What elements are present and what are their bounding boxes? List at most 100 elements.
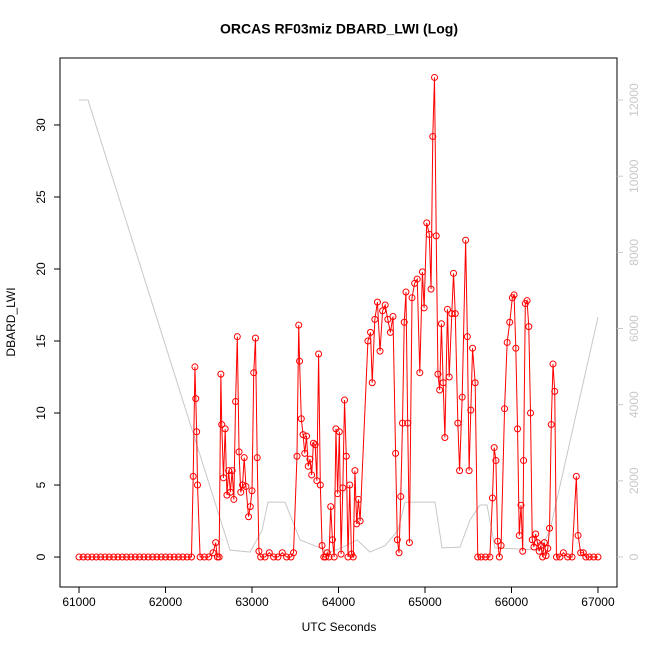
data-point [140,553,148,561]
data-point [97,553,105,561]
data-point [110,553,118,561]
data-point [527,409,535,417]
data-point [423,219,431,227]
data-point [261,553,269,561]
data-point [448,310,456,318]
data-point [392,449,400,457]
data-point [506,318,514,326]
data-point [471,379,479,387]
data-point [439,379,447,387]
data-point [248,487,256,495]
data-point [228,467,236,475]
data-point [170,553,178,561]
data-point [463,333,471,341]
data-point [356,517,364,525]
data-point [590,553,598,561]
data-point [556,553,564,561]
data-point [88,553,96,561]
data-point [301,449,309,457]
data-point [194,481,202,489]
y-tick-label: 25 [34,190,48,204]
data-point [393,536,401,544]
data-point [402,288,410,296]
y2-tick-label: 8000 [627,239,641,266]
data-point [179,553,187,561]
data-point [482,553,490,561]
data-point [547,421,555,429]
y2-tick-label: 4000 [627,391,641,418]
data-point [316,481,324,489]
data-point [503,338,511,346]
data-point [306,455,314,463]
data-point [519,547,527,555]
data-point [349,553,357,561]
data-point [337,550,345,558]
data-point [257,553,265,561]
data-point [205,553,213,561]
data-point [354,495,362,503]
data-point [445,373,453,381]
data-point [465,467,473,475]
data-point [136,553,144,561]
data-point [92,553,100,561]
data-point [492,457,500,465]
data-point [226,488,234,496]
data-point [371,315,379,323]
data-point [297,415,305,423]
data-point [373,298,381,306]
data-point [456,467,464,475]
data-point [105,553,113,561]
data-point [564,553,572,561]
chart-title: ORCAS RF03miz DBARD_LWI (Log) [220,21,458,37]
data-point [559,549,567,557]
data-point [568,553,576,561]
data-point [209,549,217,557]
y2-tick-label: 10000 [627,159,641,193]
data-point [420,304,428,312]
data-point [395,549,403,557]
data-point [342,452,350,460]
data-point [144,553,152,561]
data-point [131,553,139,561]
data-point [386,328,394,336]
data-point [399,419,407,427]
data-point [517,501,525,509]
data-point [544,544,552,552]
data-point [334,490,342,498]
data-point [293,452,301,460]
data-point [400,318,408,326]
data-point [494,537,502,545]
data-point [528,536,536,544]
data-point [585,553,593,561]
data-point [237,488,245,496]
data-point [217,370,225,378]
data-point [309,439,317,447]
data-point [327,503,335,511]
data-point [166,553,174,561]
data-point [441,434,449,442]
x-tick-label: 67000 [581,595,615,609]
x-tick-label: 62000 [149,595,183,609]
data-point [318,542,326,550]
data-point [389,313,397,321]
data-point [572,472,580,480]
data-point [238,481,246,489]
data-point [323,549,331,557]
data-point [552,553,560,561]
data-point [240,454,248,462]
data-point [215,553,223,561]
data-point [325,553,333,561]
data-point [434,370,442,378]
data-point [193,428,201,436]
data-point [341,396,349,404]
data-point [381,301,389,309]
data-point [246,503,254,511]
data-point [313,477,321,485]
data-point [467,406,475,414]
data-point [437,320,445,328]
data-point [488,494,496,502]
data-point [530,543,538,551]
data-point [512,344,520,352]
data-point [432,232,440,240]
